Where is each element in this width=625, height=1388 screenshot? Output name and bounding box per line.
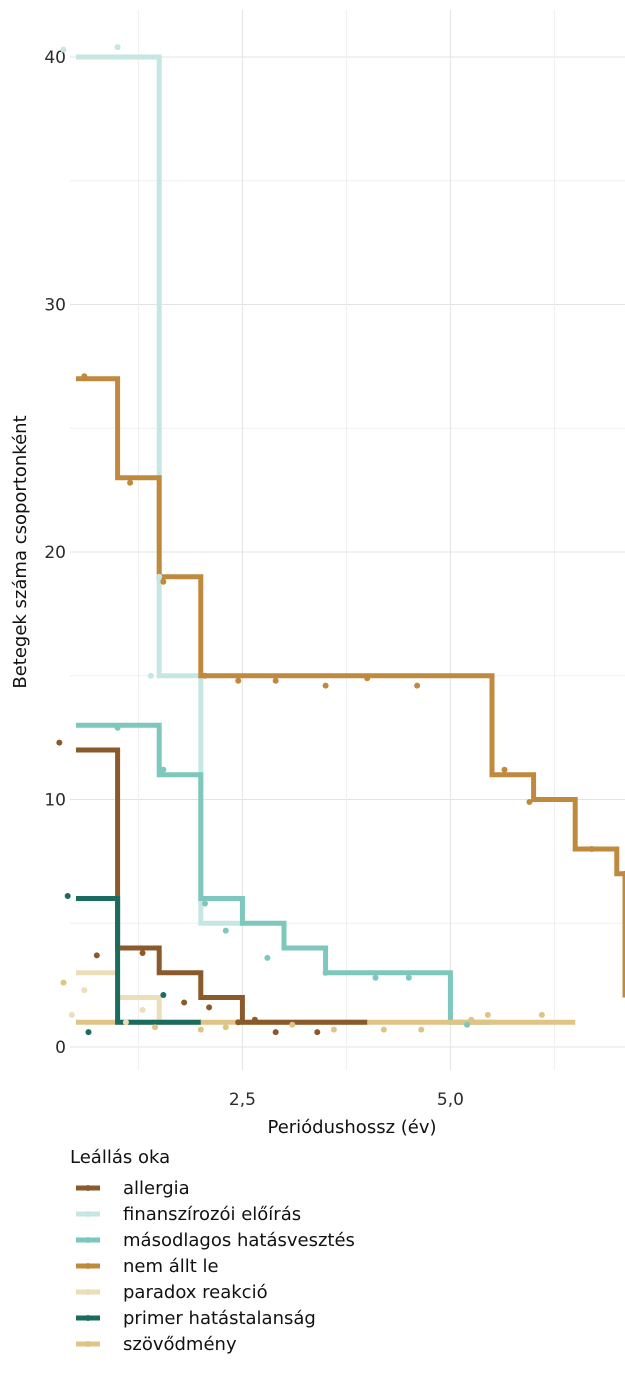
data-point	[127, 479, 134, 486]
data-point	[222, 1024, 229, 1031]
data-point	[588, 846, 595, 852]
data-point	[251, 1016, 258, 1023]
data-point	[484, 1011, 491, 1018]
data-points	[56, 44, 625, 1036]
y-tick-label: 30	[44, 296, 66, 316]
data-point	[147, 672, 154, 679]
data-point	[160, 992, 167, 999]
data-point	[60, 979, 67, 986]
data-point	[272, 677, 279, 684]
data-point	[93, 952, 100, 959]
data-point	[414, 682, 421, 689]
data-point	[181, 999, 188, 1006]
legend-label: szövődmény	[123, 1334, 237, 1355]
data-point	[114, 724, 121, 731]
data-point	[322, 682, 329, 689]
data-point	[160, 766, 167, 773]
legend-key-dot	[85, 1237, 91, 1243]
data-point	[206, 1004, 213, 1011]
data-point	[85, 1029, 92, 1036]
legend-key-dot	[85, 1315, 91, 1321]
legend-title: Leállás oka	[70, 1147, 170, 1168]
data-point	[68, 1011, 75, 1018]
legend-key-dot	[85, 1185, 91, 1191]
gridlines	[70, 10, 625, 1070]
data-point	[201, 672, 208, 679]
data-point	[156, 573, 163, 580]
series-line-1	[76, 54, 243, 926]
legend-label: paradox reakció	[123, 1282, 268, 1303]
x-axis-ticks: 2,55,07,5	[229, 1090, 464, 1110]
data-point	[201, 900, 208, 907]
data-point	[235, 1019, 242, 1026]
data-point	[468, 1016, 475, 1023]
data-point	[197, 1026, 204, 1033]
series-lines	[76, 54, 625, 1025]
legend-key-dot	[85, 1263, 91, 1269]
legend-key-dot	[85, 1341, 91, 1347]
legend-label: nem állt le	[123, 1256, 219, 1277]
data-point	[314, 1029, 321, 1036]
y-tick-label: 10	[44, 791, 66, 811]
data-point	[122, 1019, 129, 1026]
data-point	[81, 987, 88, 994]
data-point	[418, 1026, 425, 1033]
y-axis-title: Betegek száma csoportonként	[10, 415, 31, 688]
legend-label: másodlagos hatásvesztés	[123, 1230, 355, 1251]
data-point	[81, 373, 88, 380]
data-point	[139, 949, 146, 956]
data-point	[56, 739, 63, 746]
x-tick-label: 2,5	[229, 1090, 256, 1110]
data-point	[235, 677, 242, 684]
y-tick-label: 40	[44, 48, 66, 68]
y-axis-ticks: 0 10 20 30 40	[44, 48, 66, 1058]
data-point	[538, 1011, 545, 1018]
legend-key-dot	[85, 1211, 91, 1217]
x-tick-label: 5,0	[437, 1090, 464, 1110]
y-tick-label: 20	[44, 543, 66, 563]
data-point	[501, 766, 508, 773]
data-point	[330, 1026, 337, 1033]
y-tick-label: 0	[55, 1038, 66, 1058]
data-point	[60, 46, 67, 53]
legend: Leállás oka allergia finanszírozói előírá…	[70, 1147, 355, 1355]
data-point	[289, 1021, 296, 1028]
data-point	[272, 1029, 279, 1036]
data-point	[322, 969, 329, 976]
data-point	[372, 974, 379, 981]
data-point	[264, 954, 271, 961]
legend-label: primer hatástalanság	[123, 1308, 316, 1329]
x-axis-title: Periódushossz (év)	[267, 1117, 436, 1138]
legend-key-dot	[85, 1289, 91, 1295]
data-point	[526, 798, 533, 805]
data-point	[160, 578, 167, 585]
data-point	[464, 1021, 471, 1028]
data-point	[114, 44, 121, 51]
data-point	[380, 1026, 387, 1033]
data-point	[405, 974, 412, 981]
data-point	[364, 675, 371, 682]
data-point	[64, 893, 71, 900]
legend-label: finanszírozói előírás	[123, 1204, 301, 1225]
data-point	[622, 870, 625, 877]
data-point	[139, 1006, 146, 1013]
data-point	[152, 1024, 159, 1031]
legend-label: allergia	[123, 1178, 190, 1199]
data-point	[222, 927, 229, 934]
series-line-2	[76, 722, 492, 1025]
series-line-5	[76, 896, 201, 1025]
